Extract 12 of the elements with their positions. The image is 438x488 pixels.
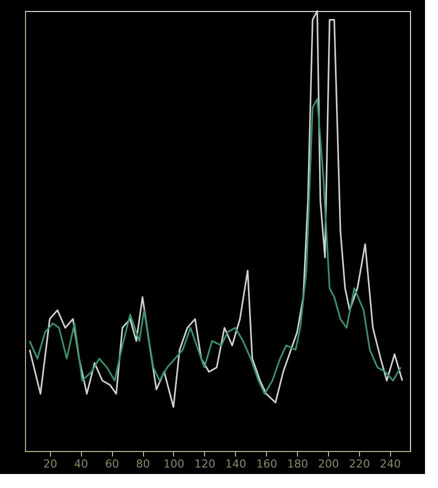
x-tick-label: 240 — [380, 458, 401, 470]
x-tick-label: 120 — [194, 458, 216, 470]
x-tick-label: 100 — [163, 458, 184, 470]
x-tick-label: 80 — [136, 458, 150, 470]
x-tick-label: 160 — [256, 458, 278, 470]
x-tick-label: 60 — [105, 458, 120, 470]
x-tick-label: 20 — [43, 458, 58, 470]
x-tick-label: 200 — [318, 458, 340, 470]
x-tick-label: 140 — [225, 458, 246, 470]
x-tick-label: 40 — [74, 458, 88, 470]
x-tick-label: 180 — [287, 458, 308, 470]
x-tick-label: 220 — [348, 458, 370, 470]
